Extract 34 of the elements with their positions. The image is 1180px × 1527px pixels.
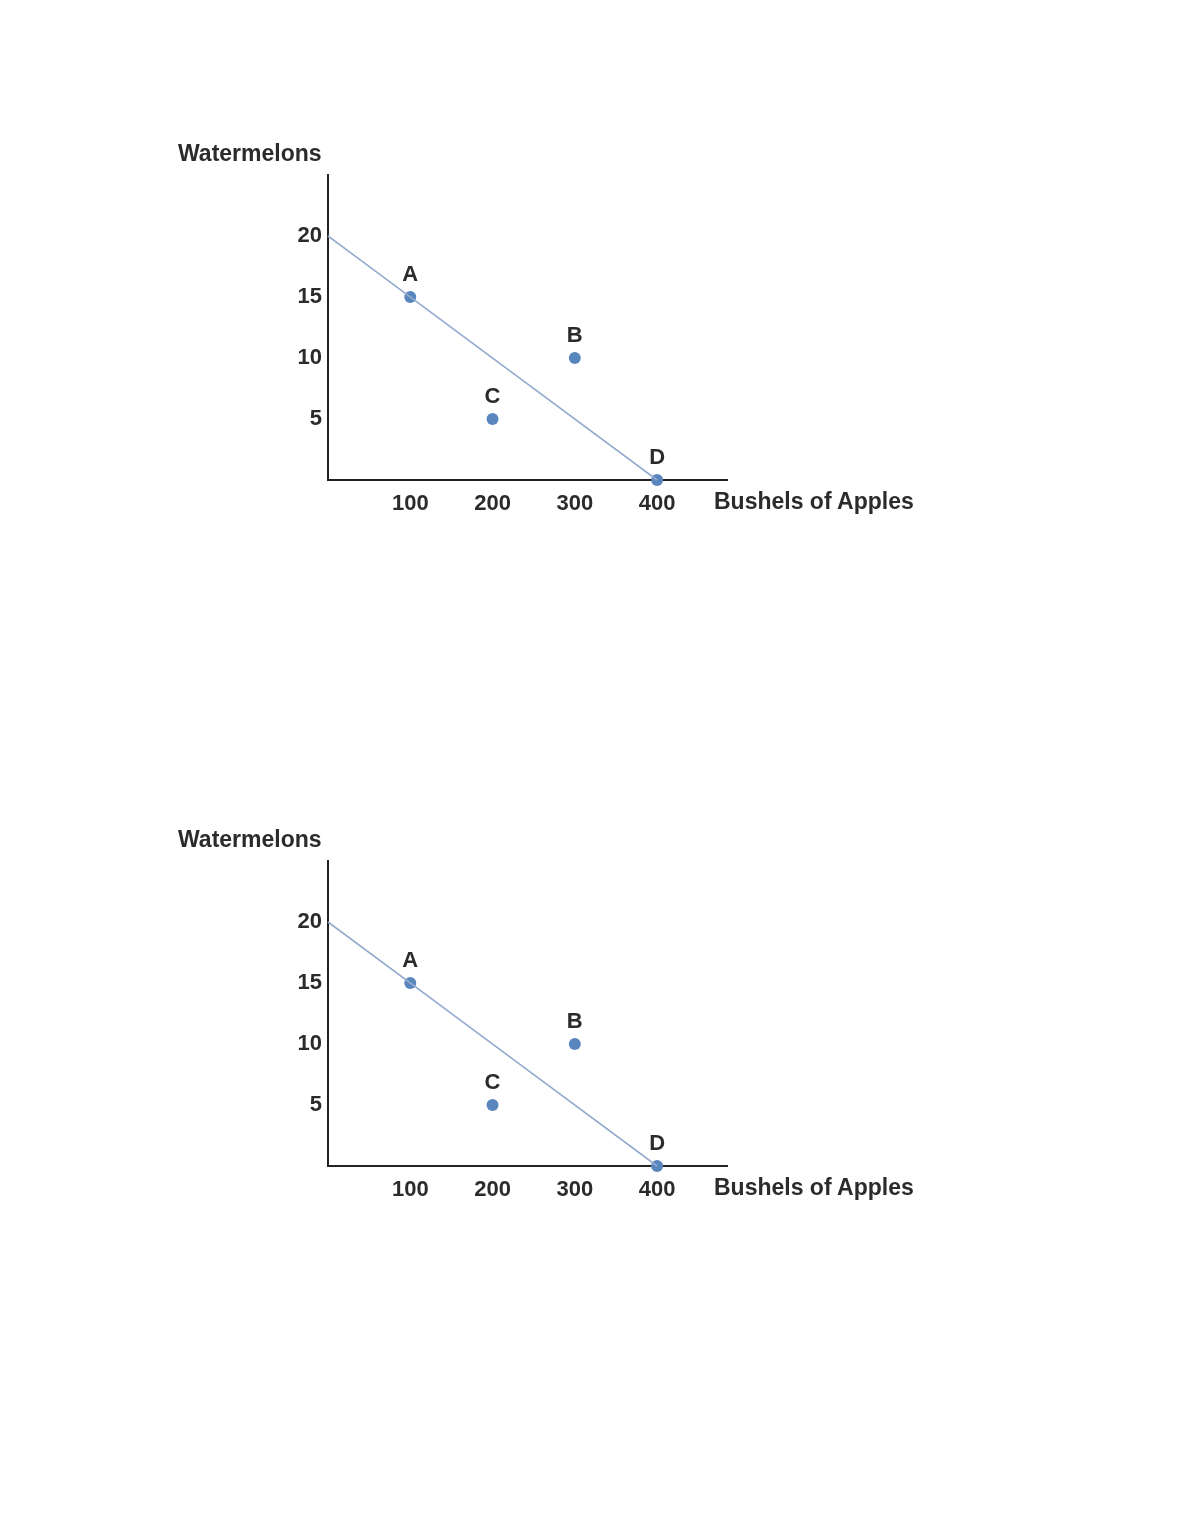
x-tick-label: 100 (391, 1176, 429, 1202)
annotation: C (484, 1069, 501, 1095)
point (568, 1038, 581, 1050)
x-tick-label: 300 (556, 1176, 594, 1202)
annotation: C (484, 383, 501, 409)
annotation: A (402, 947, 419, 973)
y-axis-title: Watermelons (178, 826, 322, 853)
annotation: D (649, 1130, 666, 1156)
y-tick-label: 5 (309, 1091, 322, 1117)
x-tick-label: 100 (391, 490, 429, 516)
x-tick-label: 200 (474, 490, 511, 516)
x-tick-label: 400 (638, 1176, 676, 1202)
annotation: B (566, 322, 583, 348)
x-tick-label: 400 (638, 490, 676, 516)
y-tick-label: 5 (309, 405, 322, 431)
y-tick-label: 20 (297, 908, 322, 934)
x-axis-title: Bushels of Apples (714, 488, 914, 515)
y-axis-title: Watermelons (178, 140, 322, 167)
y-tick-label: 10 (297, 1030, 322, 1056)
point (651, 1160, 664, 1172)
x-axis-title: Bushels of Apples (714, 1174, 914, 1201)
point (568, 352, 581, 364)
annotation: D (649, 444, 666, 470)
annotation: B (566, 1008, 583, 1034)
y-tick-label: 20 (297, 222, 322, 248)
y-tick-label: 10 (297, 344, 322, 370)
point (486, 1099, 499, 1111)
y-tick-label: 15 (297, 969, 322, 995)
x-tick-label: 200 (474, 1176, 511, 1202)
y-tick-label: 15 (297, 283, 322, 309)
point (651, 474, 664, 486)
point (486, 413, 499, 425)
x-tick-label: 300 (556, 490, 594, 516)
annotation: A (402, 261, 419, 287)
